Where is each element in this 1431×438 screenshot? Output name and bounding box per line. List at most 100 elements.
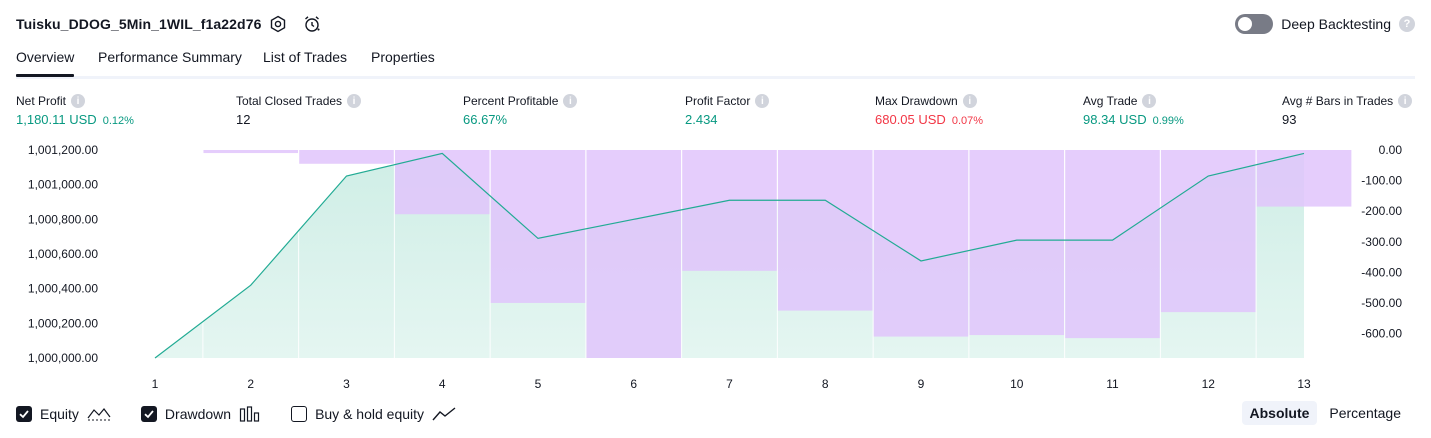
y-axis-tick-right: -600.00 <box>1361 327 1402 341</box>
metric-max-drawdown: Max Drawdown i 680.05 USD 0.07% <box>875 94 983 127</box>
x-axis-tick: 8 <box>822 377 829 391</box>
metric-label: Total Closed Trades <box>236 94 343 108</box>
equity-line <box>154 152 1305 359</box>
info-icon[interactable]: i <box>563 94 578 108</box>
y-axis-tick-left: 1,000,800.00 <box>28 212 98 226</box>
x-axis-tick: 5 <box>535 377 542 391</box>
y-axis-tick-right: 0.00 <box>1379 143 1403 157</box>
equity-checkbox[interactable] <box>16 406 32 422</box>
metric-avg-trade: Avg Trade i 98.34 USD 0.99% <box>1083 94 1184 127</box>
legend-label: Drawdown <box>164 406 232 422</box>
info-icon[interactable]: i <box>347 94 362 108</box>
buy-hold-checkbox[interactable] <box>291 406 308 422</box>
metric-label: Max Drawdown <box>875 94 958 108</box>
percentage-button[interactable]: Percentage <box>1329 405 1401 421</box>
legend-label: Equity <box>40 406 79 422</box>
x-axis-tick: 9 <box>918 377 925 391</box>
metric-percent: 0.07% <box>951 115 984 127</box>
help-icon[interactable]: ? <box>1399 16 1415 32</box>
drawdown-bar <box>203 150 299 154</box>
settings-icon[interactable] <box>268 14 288 34</box>
toggle-knob <box>1238 17 1253 31</box>
y-axis-tick-left: 1,000,200.00 <box>28 316 98 330</box>
x-axis-tick: 6 <box>630 377 637 391</box>
metric-label: Avg Trade <box>1083 94 1138 108</box>
tab-overview[interactable]: Overview <box>16 49 75 77</box>
legend-drawdown[interactable]: Drawdown <box>140 406 261 422</box>
drawdown-bar <box>969 150 1065 336</box>
metric-value: 66.67% <box>463 112 508 127</box>
drawdown-bar <box>777 150 873 311</box>
x-axis-tick: 4 <box>439 377 446 391</box>
tab-performance-summary[interactable]: Performance Summary <box>98 49 242 65</box>
drawdown-bar <box>586 150 682 358</box>
drawdown-bar <box>490 150 586 303</box>
x-axis-tick: 3 <box>343 377 350 391</box>
metric-value: 12 <box>236 112 251 127</box>
metric-label: Percent Profitable <box>463 94 559 108</box>
legend-equity[interactable]: Equity <box>16 406 111 422</box>
buy-hold-line-icon <box>432 407 456 421</box>
drawdown-bar <box>299 150 394 164</box>
legend-buy-hold-equity[interactable]: Buy & hold equity <box>291 406 456 422</box>
metric-net-profit: Net Profit i 1,180.11 USD 0.12% <box>16 94 134 127</box>
drawdown-checkbox[interactable] <box>140 406 157 422</box>
x-axis-tick: 12 <box>1202 377 1216 391</box>
metric-label: Net Profit <box>16 94 67 108</box>
drawdown-bar <box>1160 150 1256 313</box>
strategy-name: Tuisku_DDOG_5Min_1WIL_f1a22d76 <box>16 16 262 32</box>
x-axis-tick: 1 <box>152 377 159 391</box>
x-axis-tick: 10 <box>1010 377 1024 391</box>
info-icon[interactable]: i <box>962 94 977 108</box>
report-tabs: Overview Performance Summary List of Tra… <box>16 44 1415 79</box>
y-axis-tick-left: 1,001,200.00 <box>28 143 98 157</box>
metric-avg-bars-in-trades: Avg # Bars in Trades i 93 <box>1282 94 1413 127</box>
deep-backtesting-label: Deep Backtesting <box>1281 16 1391 32</box>
metric-profit-factor: Profit Factor i 2.434 <box>685 94 770 127</box>
metric-total-closed-trades: Total Closed Trades i 12 <box>236 94 362 127</box>
y-axis-tick-left: 1,001,000.00 <box>28 178 98 192</box>
metric-value: 93 <box>1282 112 1297 127</box>
metric-label: Avg # Bars in Trades <box>1282 94 1394 108</box>
metric-percent: 0.99% <box>1152 115 1184 127</box>
drawdown-bar <box>1256 150 1352 207</box>
equity-line-icon <box>87 408 111 421</box>
y-axis-tick-left: 1,000,000.00 <box>28 351 98 365</box>
y-axis-tick-right: -200.00 <box>1361 204 1402 218</box>
metric-percent: 0.12% <box>102 115 134 127</box>
alarm-clock-icon[interactable] <box>302 14 322 34</box>
tab-properties[interactable]: Properties <box>371 49 435 65</box>
metric-value: 680.05 USD <box>875 112 946 127</box>
info-icon[interactable]: i <box>71 94 86 108</box>
chart-legend: Equity Drawdown Buy & hold equity <box>16 403 486 425</box>
y-axis-tick-left: 1,000,400.00 <box>28 282 98 296</box>
x-axis-tick: 11 <box>1106 377 1119 391</box>
metric-value: 98.34 USD <box>1083 112 1147 127</box>
report-header: Tuisku_DDOG_5Min_1WIL_f1a22d76 Deep Back… <box>16 12 1415 38</box>
tab-list-of-trades[interactable]: List of Trades <box>263 49 348 65</box>
drawdown-bar <box>682 150 777 271</box>
legend-label: Buy & hold equity <box>315 406 425 422</box>
y-axis-tick-right: -500.00 <box>1361 296 1402 310</box>
y-axis-tick-right: -300.00 <box>1361 235 1402 249</box>
x-axis-tick: 13 <box>1297 377 1311 391</box>
metric-label: Profit Factor <box>685 94 751 108</box>
deep-backtesting-toggle[interactable] <box>1235 14 1274 34</box>
drawdown-bars-icon <box>239 406 260 422</box>
info-icon[interactable]: i <box>755 94 770 108</box>
info-icon[interactable]: i <box>1398 94 1413 108</box>
x-axis-tick: 2 <box>247 377 254 391</box>
y-axis-tick-right: -100.00 <box>1361 174 1402 188</box>
drawdown-bar <box>1065 150 1160 339</box>
metric-value: 2.434 <box>685 112 718 127</box>
drawdown-bar <box>873 150 969 337</box>
metric-value: 1,180.11 USD <box>16 112 97 127</box>
metric-percent-profitable: Percent Profitable i 66.67% <box>463 94 578 127</box>
y-axis-tick-left: 1,000,600.00 <box>28 247 98 261</box>
info-icon[interactable]: i <box>1142 94 1157 108</box>
equity-drawdown-chart: 1,001,200.00 1,001,000.00 1,000,800.00 1,00… <box>28 143 1403 391</box>
x-axis-tick: 7 <box>726 377 733 391</box>
y-axis-tick-right: -400.00 <box>1361 265 1402 279</box>
absolute-button[interactable]: Absolute <box>1241 401 1318 425</box>
deep-backtesting-control: Deep Backtesting ? <box>1235 12 1415 36</box>
